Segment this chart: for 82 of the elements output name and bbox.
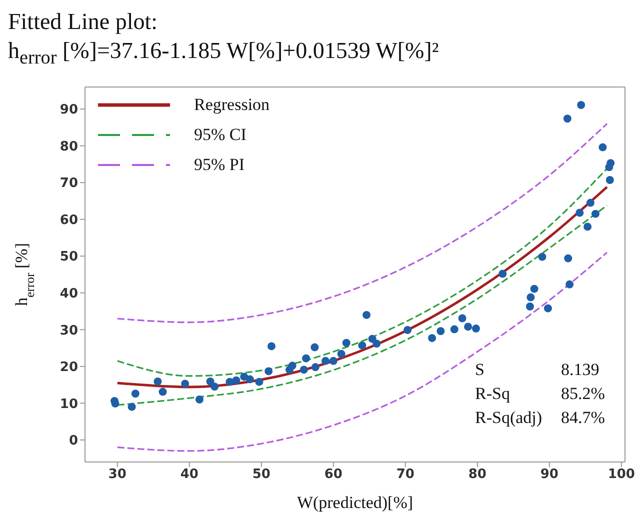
text: 8.139 bbox=[561, 360, 600, 379]
point bbox=[586, 198, 594, 206]
point bbox=[472, 324, 480, 332]
point bbox=[210, 382, 219, 390]
point bbox=[321, 356, 330, 364]
y-tick-label: 60 bbox=[60, 212, 78, 228]
x-tick-label: 60 bbox=[324, 466, 342, 482]
point bbox=[458, 314, 466, 322]
x-tick-label: 80 bbox=[468, 466, 486, 482]
point bbox=[246, 374, 254, 383]
y-tick-label: 40 bbox=[60, 286, 78, 302]
point bbox=[158, 387, 167, 396]
point bbox=[195, 395, 204, 404]
point bbox=[181, 379, 190, 388]
legend-label: Regression bbox=[194, 94, 270, 115]
point bbox=[288, 361, 296, 370]
x-tick-label: 100 bbox=[608, 466, 635, 482]
point bbox=[372, 339, 381, 348]
legend-label: 95% CI bbox=[194, 124, 246, 145]
y-tick-label: 80 bbox=[60, 139, 78, 154]
chart-subtitle: h$_{error}$ [%]=37.16-1.185 W[%]+0.01539 W[%]² bbox=[8, 37, 440, 71]
point bbox=[131, 389, 140, 398]
text: S bbox=[475, 360, 484, 379]
x-axis-title: W(predicted)[%] bbox=[296, 492, 414, 512]
y-tick-label: 20 bbox=[60, 360, 78, 375]
point bbox=[342, 338, 350, 346]
point bbox=[526, 292, 535, 301]
y-tick-label: 30 bbox=[60, 322, 78, 338]
point bbox=[577, 100, 586, 109]
x-tick-label: 70 bbox=[396, 466, 414, 482]
text: 85.2% bbox=[561, 384, 605, 403]
point bbox=[591, 209, 600, 218]
point bbox=[206, 377, 214, 386]
line-series bbox=[116, 251, 608, 452]
point bbox=[428, 334, 436, 342]
point bbox=[464, 322, 472, 330]
point bbox=[526, 302, 534, 310]
point bbox=[598, 142, 607, 151]
point bbox=[310, 342, 319, 351]
point bbox=[530, 284, 538, 292]
point bbox=[404, 326, 412, 334]
point bbox=[498, 269, 507, 278]
point bbox=[311, 362, 320, 371]
point bbox=[362, 310, 371, 319]
text: R-Sq(adj) bbox=[475, 408, 542, 427]
y-tick-label: 90 bbox=[60, 102, 78, 118]
x-tick-label: 30 bbox=[108, 466, 126, 482]
point bbox=[226, 377, 234, 386]
point bbox=[564, 254, 572, 262]
y-tick-label: 0 bbox=[68, 433, 78, 448]
point bbox=[255, 377, 264, 386]
point bbox=[606, 176, 614, 184]
line-series bbox=[116, 122, 608, 323]
point bbox=[154, 377, 162, 386]
point bbox=[436, 326, 445, 335]
chart-title: Fitted Line plot: bbox=[8, 8, 158, 36]
point bbox=[264, 366, 273, 375]
point bbox=[337, 350, 346, 358]
point bbox=[566, 280, 574, 288]
point bbox=[450, 324, 458, 333]
y-tick-label: 70 bbox=[60, 176, 78, 191]
point bbox=[605, 162, 614, 171]
text: R-Sq bbox=[475, 384, 510, 403]
point bbox=[302, 354, 310, 362]
point bbox=[358, 341, 366, 350]
point bbox=[544, 304, 552, 312]
point bbox=[128, 402, 136, 410]
text: 84.7% bbox=[561, 408, 605, 427]
point bbox=[584, 222, 592, 230]
point bbox=[329, 356, 338, 364]
x-tick-label: 40 bbox=[180, 466, 198, 482]
point bbox=[538, 252, 546, 260]
x-tick-label: 50 bbox=[252, 466, 270, 482]
point bbox=[300, 365, 308, 374]
point bbox=[563, 114, 572, 122]
y-tick-label: 10 bbox=[60, 396, 78, 412]
legend-label: 95% PI bbox=[194, 154, 245, 175]
point bbox=[576, 208, 584, 216]
x-tick-label: 90 bbox=[540, 466, 558, 482]
point bbox=[267, 342, 276, 350]
point bbox=[232, 376, 240, 384]
y-tick-label: 50 bbox=[60, 249, 78, 264]
